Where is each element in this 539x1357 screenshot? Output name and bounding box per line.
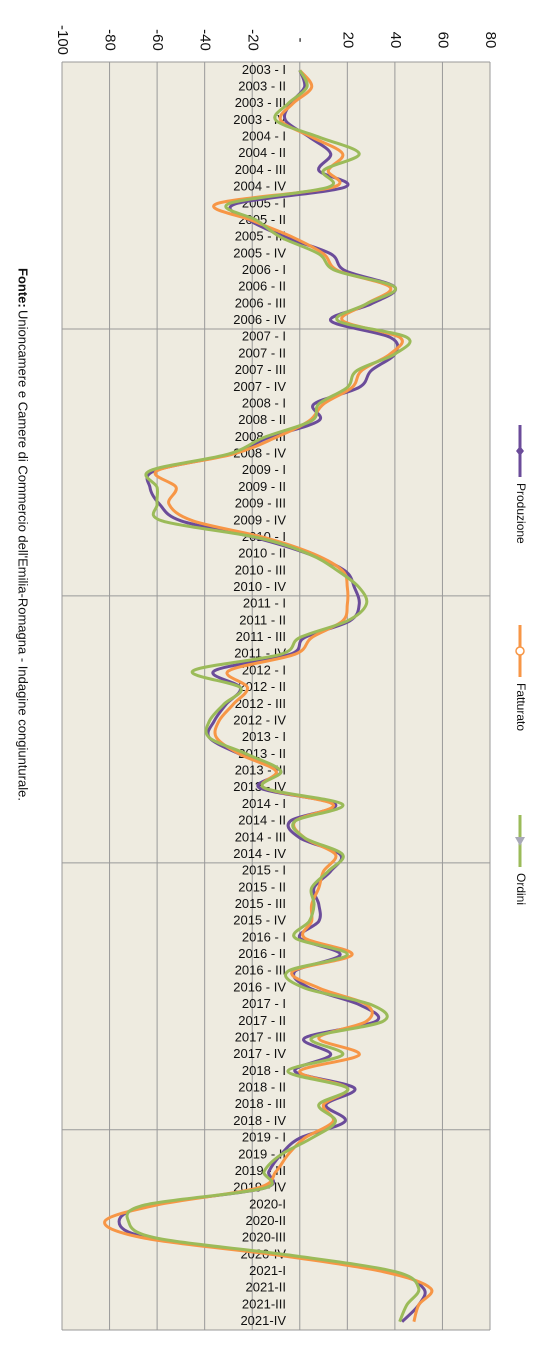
category-label: 2020-III [242,1230,286,1245]
category-label: 2006 - IV [233,312,286,327]
category-label: 2010 - II [238,546,286,561]
legend-label: Produzione [514,483,528,544]
category-label: 2011 - III [236,629,286,644]
category-label: 2012 - III [235,696,286,711]
category-label: 2007 - I [242,329,286,344]
category-label: 2010 - IV [233,579,286,594]
category-label: 2018 - II [238,1080,286,1095]
y-tick-label: 80 [482,32,499,49]
legend-label: Ordini [514,873,528,905]
category-label: 2004 - I [242,129,286,144]
category-label: 2015 - III [235,896,286,911]
y-tick-label: -80 [102,29,119,51]
category-label: 2015 - II [238,879,286,894]
category-label: 2011 - I [243,596,286,611]
source-label: Fonte: [16,268,31,308]
category-label: 2009 - I [242,462,286,477]
category-label: 2009 - III [235,496,286,511]
category-label: 2021-IV [240,1313,286,1328]
source-text: Unioncamere e Camere di Commercio dell'E… [16,310,31,801]
category-label: 2004 - III [235,162,286,177]
category-label: 2020-II [246,1213,286,1228]
series-line [125,69,421,1323]
category-label: 2021-I [249,1263,286,1278]
category-label: 2017 - I [242,996,286,1011]
category-label: 2009 - IV [233,512,286,527]
category-label: 2003 - IV [233,112,286,127]
category-label: 2016 - III [235,963,286,978]
y-tick-label: 40 [387,32,404,49]
category-label: 2006 - III [235,295,286,310]
category-label: 2018 - I [242,1063,286,1078]
category-label: 2014 - III [235,829,286,844]
category-label: 2017 - IV [233,1046,286,1061]
plot-area [62,62,490,1330]
category-label: 2014 - IV [233,846,286,861]
y-tick-label: -60 [149,29,166,51]
category-label: 2016 - IV [233,979,286,994]
category-label: 2006 - I [242,262,286,277]
y-tick-label: 20 [339,32,356,49]
y-tick-label: -40 [197,29,214,51]
category-label: 2009 - II [238,479,286,494]
category-label: 2005 - II [238,212,286,227]
y-tick-label: 60 [434,32,451,49]
category-label: 2017 - II [238,1013,286,1028]
category-label: 2012 - II [238,679,286,694]
category-label: 2020-I [249,1196,286,1211]
legend-marker [515,837,525,846]
category-label: 2003 - III [235,95,286,110]
y-tick-label: - [292,38,309,43]
legend-label: Fatturato [514,683,528,731]
category-label: 2003 - I [242,62,286,77]
category-label: 2015 - I [242,863,286,878]
source: Fonte: Unioncamere e Camere di Commercio… [16,268,31,801]
category-label: 2021-III [242,1296,286,1311]
category-label: 2013 - I [242,729,286,744]
category-label: 2010 - III [235,562,286,577]
category-label: 2012 - IV [233,712,286,727]
category-label: 2011 - II [239,612,286,627]
category-label: 2016 - I [242,929,286,944]
category-label: 2003 - II [238,78,286,93]
category-label: 2016 - II [238,946,286,961]
category-label: 2005 - IV [233,245,286,260]
category-label: 2006 - II [238,279,286,294]
category-label: 2007 - IV [233,379,286,394]
category-label: 2014 - II [238,813,286,828]
legend-marker [516,446,524,456]
category-label: 2004 - IV [233,179,286,194]
category-label: 2008 - I [242,395,286,410]
category-label: 2018 - IV [233,1113,286,1128]
category-label: 2017 - III [235,1029,286,1044]
category-label: 2019 - II [238,1146,286,1161]
y-tick-label: -20 [244,29,261,51]
category-label: 2019 - I [242,1130,286,1145]
category-label: 2018 - III [235,1096,286,1111]
y-tick-label: -100 [54,25,71,55]
category-label: 2004 - II [238,145,286,160]
category-label: 2021-II [246,1280,286,1295]
category-label: 2007 - II [238,345,286,360]
category-label: 2008 - II [238,412,286,427]
legend-marker [515,646,525,656]
category-label: 2007 - III [235,362,286,377]
category-label: 2012 - I [242,662,286,677]
category-label: 2014 - I [242,796,286,811]
category-label: 2015 - IV [233,913,286,928]
